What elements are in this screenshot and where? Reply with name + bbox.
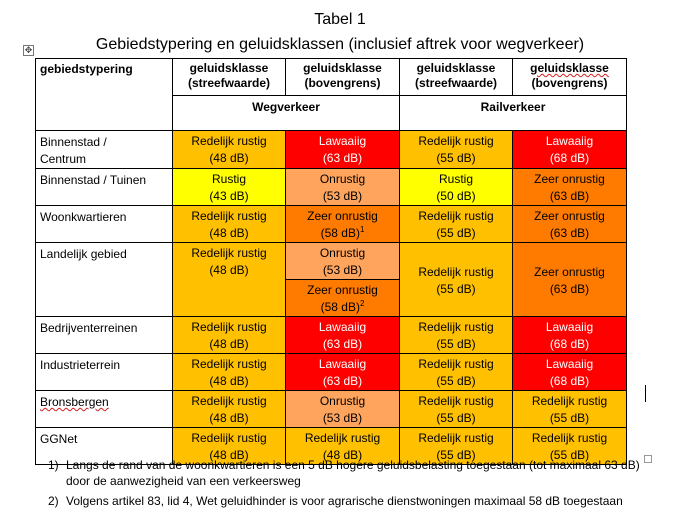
table-row: Binnenstad / Tuinen Rustig (43 dB) Onrust… <box>35 168 627 206</box>
noise-cell: Rustig (43 dB) <box>172 168 286 206</box>
noise-cell: Redelijk rustig (48 dB) <box>172 353 286 391</box>
row-label: Woonkwartieren <box>35 205 173 243</box>
table-row: Zeer onrustig (58 dB)2 <box>36 279 627 317</box>
footnote-marker: 1 <box>359 225 365 234</box>
footnote-text: door de aanwezigheid van een verkeersweg <box>66 474 301 488</box>
noise-cell: Redelijk rustig (55 dB) <box>399 242 513 317</box>
noise-cell: Redelijk rustig (48 dB) <box>172 130 286 169</box>
group-row: Wegverkeer Railverkeer <box>36 95 627 131</box>
table-row: Bronsbergen Redelijk rustig (48 dB) Onrus… <box>35 390 627 428</box>
footnote-number: 1) <box>48 458 59 472</box>
noise-cell: Zeer onrustig (63 dB) <box>512 242 627 317</box>
footnote-text: Volgens artikel 83, lid 4, Wet geluidhin… <box>66 494 623 508</box>
row-label: Binnenstad / Tuinen <box>35 168 173 206</box>
noise-cell: Redelijk rustig (55 dB) <box>399 205 513 243</box>
footnote-text: Langs de rand van de woonkwartieren is e… <box>66 458 640 472</box>
footnote-1: 1) Langs de rand van de woonkwartieren i… <box>48 457 688 489</box>
table-title: Tabel 1 <box>314 11 366 28</box>
noise-cell: Redelijk rustig (55 dB) <box>399 390 513 428</box>
group-wegverkeer: Wegverkeer <box>172 95 400 131</box>
noise-cell: Onrustig (53 dB) <box>285 242 400 280</box>
table-row: Woonkwartieren Redelijk rustig (48 dB) Ze… <box>35 205 627 243</box>
text-cursor <box>645 385 646 402</box>
noise-cell: Redelijk rustig (55 dB) <box>512 427 627 465</box>
end-of-cell-marker <box>644 455 652 463</box>
row-label: Landelijk gebied <box>35 242 173 317</box>
footnote-number: 2) <box>48 494 59 508</box>
header-rail-streefwaarde: geluidsklasse (streefwaarde) <box>399 58 513 96</box>
header-row: gebiedstypering geluidsklasse (streefwaar… <box>35 58 627 131</box>
noise-cell: Lawaaiig (68 dB) <box>512 130 627 169</box>
footnotes: 1) Langs de rand van de woonkwartieren i… <box>48 457 688 509</box>
row-label: GGNet <box>35 427 173 465</box>
noise-cell: Redelijk rustig (48 dB) <box>172 205 286 243</box>
header-rail-bovengrens: geluidsklasse (bovengrens) <box>512 58 627 96</box>
move-icon[interactable]: ✥ <box>23 45 34 56</box>
row-label: Industrieterrein <box>35 353 173 391</box>
header-weg-bovengrens: geluidsklasse (bovengrens) <box>285 58 400 96</box>
header-weg-streefwaarde: geluidsklasse (streefwaarde) <box>172 58 286 96</box>
row-label: Binnenstad / Centrum <box>35 130 173 169</box>
noise-cell: Zeer onrustig (58 dB)2 <box>285 279 400 317</box>
noise-cell: Zeer onrustig (63 dB) <box>512 205 627 243</box>
noise-cell: Redelijk rustig (48 dB) <box>285 427 400 465</box>
row-label: Bronsbergen <box>35 390 173 428</box>
table-row: GGNet Redelijk rustig (48 dB) Redelijk ru… <box>35 427 627 465</box>
noise-cell: Redelijk rustig (55 dB) <box>512 390 627 428</box>
noise-cell: Onrustig (53 dB) <box>285 168 400 206</box>
noise-cell: Redelijk rustig (55 dB) <box>399 130 513 169</box>
table-row: Industrieterrein Redelijk rustig (48 dB) … <box>35 353 627 391</box>
group-railverkeer: Railverkeer <box>399 95 627 131</box>
noise-cell: Redelijk rustig (55 dB) <box>399 353 513 391</box>
noise-cell: Lawaaiig (68 dB) <box>512 353 627 391</box>
noise-cell: Zeer onrustig (63 dB) <box>512 168 627 206</box>
noise-cell: Redelijk rustig (48 dB) <box>172 427 286 465</box>
noise-cell: Rustig (50 dB) <box>399 168 513 206</box>
noise-table: gebiedstypering geluidsklasse (streefwaar… <box>35 58 627 465</box>
footnote-2: 2) Volgens artikel 83, lid 4, Wet geluid… <box>48 493 688 509</box>
noise-cell: Lawaaiig (63 dB) <box>285 130 400 169</box>
table-row: Bedrijventerreinen Redelijk rustig (48 dB… <box>35 316 627 354</box>
noise-cell: Lawaaiig (68 dB) <box>512 316 627 354</box>
noise-cell: Redelijk rustig (55 dB) <box>399 316 513 354</box>
header-gebiedstypering: gebiedstypering <box>35 58 173 131</box>
noise-cell: Redelijk rustig (48 dB) <box>172 242 286 317</box>
row-label: Bedrijventerreinen <box>35 316 173 354</box>
noise-cell: Redelijk rustig (48 dB) <box>172 390 286 428</box>
footnote-marker: 2 <box>359 299 365 308</box>
table-subtitle: Gebiedstypering en geluidsklassen (inclu… <box>95 36 585 53</box>
noise-cell: Zeer onrustig (58 dB)1 <box>285 205 400 243</box>
table-row: Binnenstad / Centrum Redelijk rustig (48 d… <box>35 130 627 169</box>
noise-cell: Redelijk rustig (48 dB) <box>172 316 286 354</box>
table-row: Landelijk gebied Redelijk rustig (48 dB) … <box>35 242 627 317</box>
noise-cell: Lawaaiig (63 dB) <box>285 353 400 391</box>
noise-cell: Onrustig (53 dB) <box>285 390 400 428</box>
noise-cell: Lawaaiig (63 dB) <box>285 316 400 354</box>
noise-cell: Redelijk rustig (55 dB) <box>399 427 513 465</box>
